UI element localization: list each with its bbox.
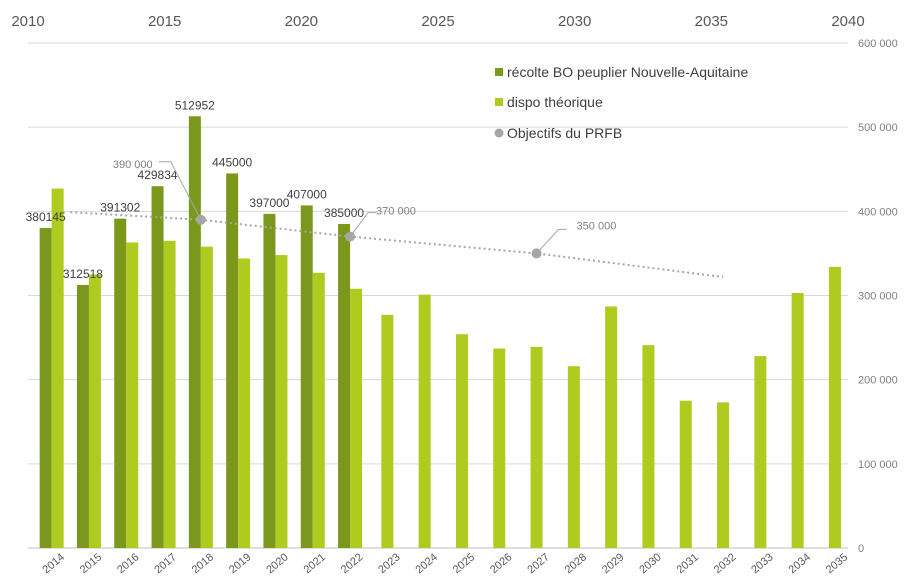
- objective-label: 370 000: [376, 206, 416, 218]
- bar-dispo: [312, 272, 325, 548]
- bar-dispo: [828, 266, 841, 548]
- x-tick-label: 2015: [78, 551, 104, 576]
- objective-marker: [531, 248, 542, 259]
- bar-harvest: [151, 186, 164, 548]
- legend-swatch-dispo: [495, 98, 503, 106]
- y-axis-ticks: 0 100 000 200 000 300 000 400 000 500 000 600 …: [858, 38, 898, 555]
- bar-dispo: [791, 292, 804, 548]
- x-tick-label: 2016: [115, 551, 141, 576]
- y-tick-label: 500 000: [858, 122, 898, 134]
- top-axis-tick-label: 2030: [558, 13, 591, 30]
- objective-callout-line: [158, 161, 202, 220]
- x-axis-ticks: 2014 2015 2016 2017 2018 2019 2020 2021 2022 2023…: [40, 551, 850, 576]
- bar-harvest: [300, 205, 313, 549]
- data-label-harvest: 445000: [212, 155, 252, 169]
- y-tick-label: 100 000: [858, 459, 898, 471]
- top-axis-tick-label: 2035: [695, 13, 728, 30]
- bar-harvest: [338, 223, 351, 549]
- bar-harvest: [263, 213, 276, 548]
- data-label-harvest: 312518: [63, 267, 103, 281]
- legend-swatch-harvest: [495, 68, 503, 76]
- x-tick-label: 2029: [600, 551, 626, 576]
- bar-dispo: [754, 356, 767, 548]
- x-tick-label: 2027: [525, 551, 551, 576]
- x-tick-label: 2026: [488, 551, 514, 576]
- bar-dispo: [642, 345, 655, 548]
- bar-dispo: [493, 348, 506, 548]
- data-label-harvest: 397000: [249, 196, 289, 210]
- objective-callout-line: [349, 212, 377, 237]
- x-tick-label: 2021: [302, 551, 328, 576]
- bar-dispo: [381, 314, 394, 548]
- objective-marker: [195, 214, 206, 225]
- bar-harvest: [76, 284, 89, 548]
- bar-dispo: [350, 288, 363, 548]
- x-tick-label: 2030: [637, 551, 663, 576]
- bar-harvest: [226, 173, 239, 549]
- y-tick-label: 300 000: [858, 291, 898, 303]
- bar-dispo: [530, 346, 543, 548]
- x-tick-label: 2035: [824, 551, 850, 576]
- y-tick-label: 0: [858, 543, 864, 555]
- data-label-harvest: 407000: [287, 187, 327, 201]
- bar-dispo: [88, 274, 101, 548]
- bar-harvest: [114, 218, 127, 548]
- objectives-series: 390 000 370 000 350 000: [70, 159, 724, 278]
- bar-dispo: [126, 242, 139, 548]
- bar-dispo: [455, 334, 468, 548]
- legend-label-dispo: dispo théorique: [507, 94, 603, 110]
- x-tick-label: 2023: [376, 551, 402, 576]
- data-labels: 380145 312518 391302 429834 512952 445000 3970…: [26, 98, 365, 281]
- x-tick-label: 2031: [675, 551, 701, 576]
- bar-dispo: [717, 402, 730, 548]
- y-tick-label: 600 000: [858, 38, 898, 50]
- bars: [39, 116, 841, 549]
- x-tick-label: 2020: [264, 551, 290, 576]
- legend: récolte BO peuplier Nouvelle-Aquitaine d…: [494, 64, 748, 141]
- bar-harvest: [39, 228, 52, 549]
- x-tick-label: 2028: [563, 551, 589, 576]
- legend-label-objectives: Objectifs du PRFB: [507, 125, 622, 141]
- x-tick-label: 2022: [339, 551, 365, 576]
- objective-marker: [345, 231, 356, 242]
- bar-dispo: [163, 240, 176, 548]
- bar-dispo: [605, 306, 618, 548]
- top-axis-tick-label: 2010: [11, 13, 44, 30]
- objective-label: 350 000: [577, 220, 617, 232]
- top-axis-tick-label: 2015: [148, 13, 181, 30]
- bar-harvest: [188, 116, 201, 548]
- data-label-harvest: 380145: [26, 210, 66, 224]
- bar-dispo: [275, 255, 288, 548]
- x-tick-label: 2019: [227, 551, 253, 576]
- data-label-harvest: 512952: [175, 98, 215, 112]
- y-tick-label: 200 000: [858, 375, 898, 387]
- x-tick-label: 2034: [786, 551, 812, 576]
- x-tick-label: 2032: [712, 551, 738, 576]
- x-tick-label: 2033: [749, 551, 775, 576]
- top-axis-tick-label: 2040: [831, 13, 864, 30]
- bar-dispo: [51, 188, 64, 548]
- bar-dispo: [567, 366, 580, 548]
- x-tick-label: 2025: [451, 551, 477, 576]
- top-axis-ticks: 2010 2015 2020 2025 2030 2035 2040: [11, 13, 864, 30]
- bar-dispo: [238, 258, 251, 548]
- x-tick-label: 2024: [413, 551, 439, 576]
- y-tick-label: 400 000: [858, 206, 898, 218]
- top-axis-tick-label: 2020: [285, 13, 318, 30]
- objective-label: 390 000: [113, 159, 153, 171]
- top-axis-tick-label: 2025: [421, 13, 454, 30]
- legend-label-harvest: récolte BO peuplier Nouvelle-Aquitaine: [507, 64, 748, 80]
- bar-dispo: [679, 400, 692, 548]
- legend-marker-objectives: [494, 128, 504, 138]
- data-label-harvest: 391302: [100, 201, 140, 215]
- bar-dispo: [200, 246, 213, 548]
- x-tick-label: 2017: [152, 551, 178, 576]
- x-tick-label: 2018: [190, 551, 216, 576]
- data-label-harvest: 385000: [324, 206, 364, 220]
- x-tick-label: 2014: [40, 551, 66, 576]
- objective-callout-line: [536, 228, 567, 254]
- bar-dispo: [418, 294, 431, 548]
- data-label-harvest: 429834: [138, 168, 178, 182]
